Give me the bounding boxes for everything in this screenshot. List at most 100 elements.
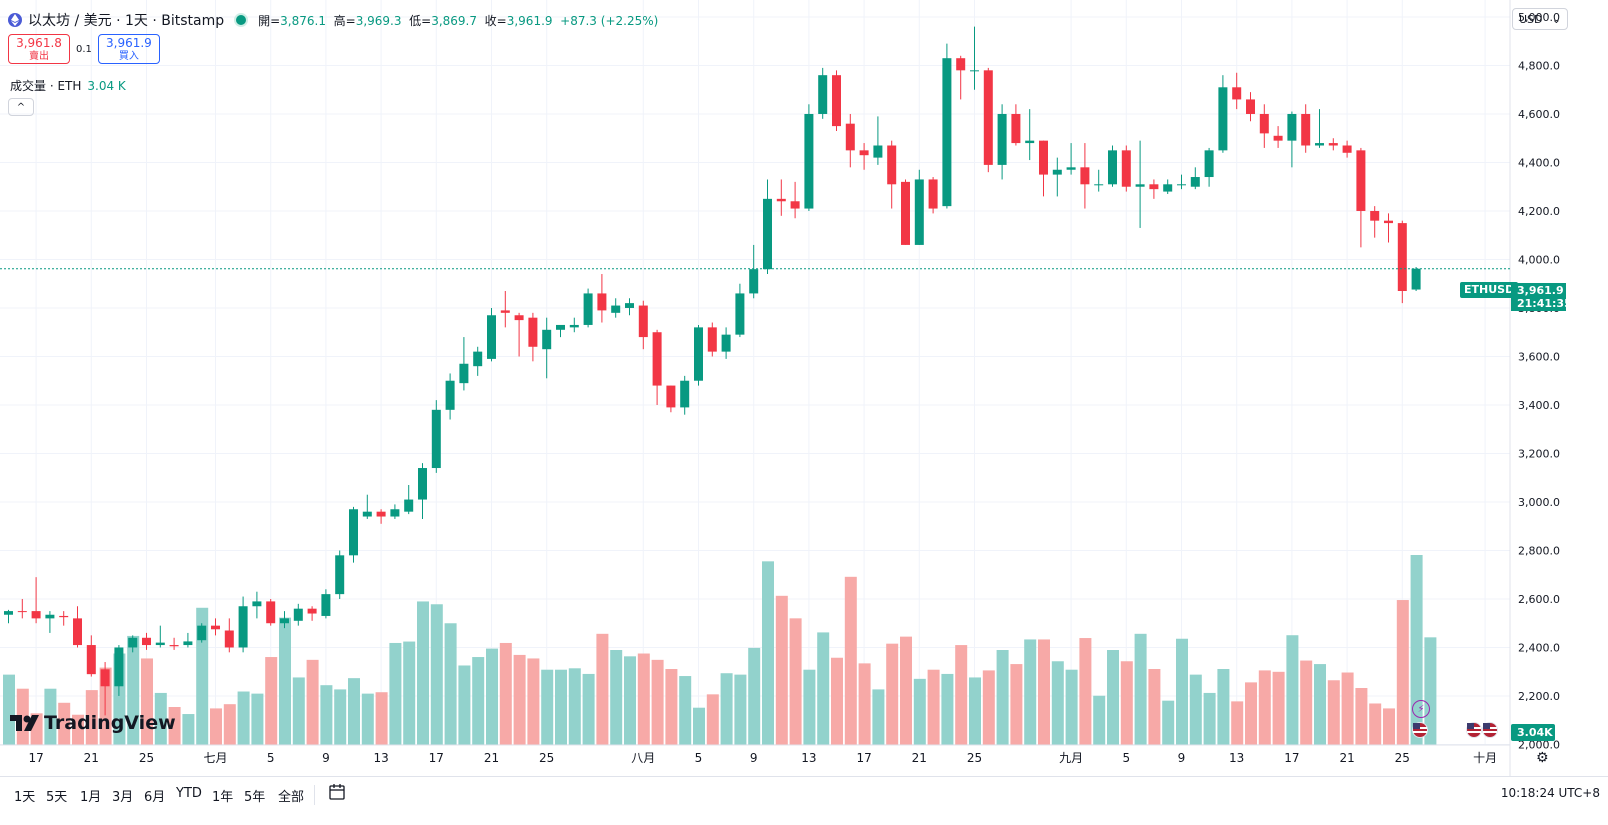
candle-body — [1342, 145, 1352, 153]
time-tick-label: 25 — [139, 751, 154, 765]
candle-body — [142, 637, 151, 646]
range-1m-button[interactable]: 1月 — [80, 790, 102, 805]
range-3m-button[interactable]: 3月 — [112, 790, 134, 805]
volume-bar — [886, 643, 899, 745]
range-5d-button[interactable]: 5天 — [46, 790, 68, 805]
volume-bar — [1134, 633, 1147, 745]
volume-bar — [1176, 638, 1188, 745]
change-value: +87.3 (+2.25%) — [560, 13, 659, 28]
volume-bar — [320, 685, 333, 745]
range-5y-button[interactable]: 5年 — [244, 790, 266, 805]
volume-bar — [3, 674, 15, 745]
sell-button[interactable]: 3,961.8 賣出 — [8, 34, 70, 64]
range-1d-button[interactable]: 1天 — [14, 790, 36, 805]
lightning-event-icon[interactable]: ⚡ — [1412, 700, 1430, 718]
range-6m-button[interactable]: 6月 — [144, 790, 166, 805]
price-tick-label: 4,400.0 — [1518, 156, 1560, 169]
candle-body — [100, 669, 110, 687]
candle-body — [1370, 210, 1380, 221]
volume-bar — [127, 635, 140, 745]
currency-label: USD — [1519, 12, 1543, 26]
volume-bar — [1203, 692, 1216, 745]
candle-body — [942, 58, 952, 207]
volume-bar — [1383, 708, 1395, 745]
range-ytd-button[interactable]: YTD — [176, 786, 202, 801]
volume-bar — [527, 658, 540, 745]
date-range-calendar-icon[interactable] — [328, 783, 346, 805]
time-tick-label: 十月 — [1473, 751, 1497, 765]
volume-bar — [1148, 669, 1161, 745]
us-flag-icon[interactable] — [1412, 722, 1428, 738]
currency-selector[interactable]: USD ⌄ — [1512, 8, 1568, 30]
market-open-icon — [234, 13, 249, 27]
collapse-legend-button[interactable]: ^ — [8, 98, 34, 116]
volume-bar — [1424, 637, 1437, 745]
candle-body — [1094, 184, 1104, 186]
volume-bar — [430, 604, 443, 745]
us-flag-icon[interactable] — [1466, 722, 1482, 738]
us-flag-icon[interactable] — [1482, 722, 1498, 738]
candle-body — [528, 317, 538, 347]
volume-bar — [996, 650, 1009, 745]
volume-bar — [1217, 669, 1230, 745]
last-volume-tag: 3.04K — [1511, 724, 1555, 741]
candle-body — [293, 608, 303, 621]
price-tick-label: 4,000.0 — [1518, 253, 1560, 266]
ohlc-values: 開=3,876.1 高=3,969.3 低=3,869.7 收=3,961.9 … — [258, 13, 659, 28]
volume-bar — [872, 689, 885, 745]
volume-bar — [499, 642, 512, 745]
candle-body — [321, 594, 331, 616]
candle-body — [1232, 87, 1242, 100]
candle-body — [1204, 150, 1214, 178]
candle-body — [238, 606, 248, 648]
symbol-title[interactable]: 以太坊 / 美元 · 1天 · Bitstamp — [28, 13, 225, 29]
volume-bar — [610, 650, 623, 745]
candle-body — [1384, 220, 1393, 224]
time-tick-label: 5 — [695, 751, 703, 765]
volume-bar — [1189, 674, 1202, 745]
candle-body — [487, 315, 496, 359]
candle-body — [1411, 268, 1421, 290]
time-tick-label: 17 — [429, 751, 444, 765]
time-tick-label: 21 — [912, 751, 927, 765]
candle-body — [1397, 223, 1407, 291]
candle-body — [1066, 167, 1076, 170]
tradingview-logo-text: TradingView — [44, 712, 176, 734]
candle-body — [86, 645, 96, 675]
volume-bar — [444, 623, 457, 745]
chart-canvas[interactable]: 5,000.0 4,800.0 4,600.0 4,400.0 4,200.0 4,000… — [0, 0, 1608, 776]
candle-body — [707, 327, 717, 352]
volume-bar — [223, 704, 236, 745]
volume-bar — [486, 648, 498, 745]
candle-body — [390, 509, 400, 517]
buy-button[interactable]: 3,961.9 買入 — [97, 34, 160, 64]
time-tick-label: 25 — [967, 751, 982, 765]
grid — [0, 0, 1510, 745]
candle-body — [59, 615, 69, 618]
candle-body — [556, 324, 565, 330]
gear-icon[interactable]: ⚙ — [1536, 750, 1549, 766]
candle-body — [928, 179, 938, 209]
volume-bar — [913, 678, 926, 745]
candle-body — [114, 647, 124, 687]
volume-bar — [568, 668, 581, 745]
volume-bar — [844, 576, 857, 745]
candle-body — [307, 608, 317, 614]
tradingview-logo[interactable]: TradingView — [10, 712, 176, 734]
candle-body — [1190, 177, 1200, 187]
volume-bar — [679, 676, 692, 745]
candle-body — [473, 351, 483, 367]
candle-body — [542, 329, 552, 350]
price-tick-label: 3,400.0 — [1518, 399, 1560, 412]
candle-body — [776, 198, 786, 202]
volume-bar — [196, 607, 209, 745]
candle-body — [31, 611, 41, 619]
time-tick-label: 13 — [373, 751, 388, 765]
range-1y-button[interactable]: 1年 — [212, 790, 234, 805]
volume-bar — [30, 713, 43, 745]
range-all-button[interactable]: 全部 — [278, 790, 305, 805]
candle-body — [749, 269, 759, 294]
candle-body — [349, 509, 358, 556]
volume-bar — [831, 657, 843, 745]
candle-body — [197, 625, 207, 641]
